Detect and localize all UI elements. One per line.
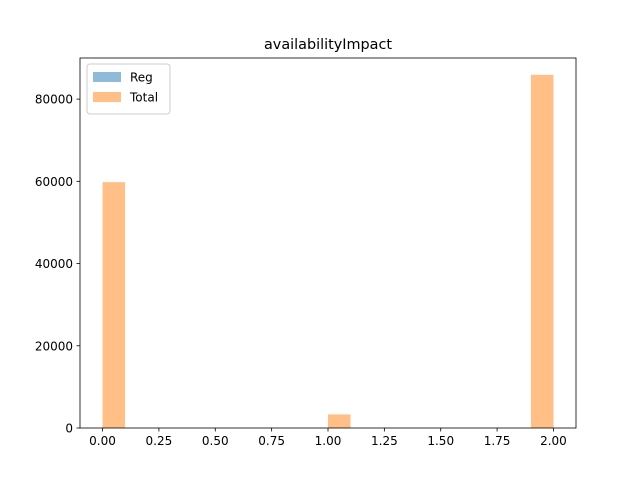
x-tick-label-7: 1.75 (484, 434, 511, 448)
legend-swatch-reg (93, 72, 121, 82)
y-tick-label-2: 40000 (35, 257, 73, 271)
bar-total-0 (102, 182, 126, 428)
y-tick-label-4: 80000 (35, 93, 73, 107)
x-tick-label-1: 0.25 (146, 434, 173, 448)
legend-label-total: Total (129, 91, 158, 105)
bars-layer (102, 74, 554, 428)
axes-layer: 0.00 0.25 0.50 0.75 1.00 1.25 1.50 1.75 2.00 0 200… (35, 57, 577, 448)
x-tick-label-5: 1.25 (371, 434, 398, 448)
y-tick-label-0: 0 (65, 422, 73, 436)
x-tick-label-8: 2.00 (540, 434, 567, 448)
legend-swatch-total (93, 92, 121, 102)
x-tick-label-4: 1.00 (315, 434, 342, 448)
legend-label-reg: Reg (130, 71, 153, 85)
legend: Reg Total (86, 63, 171, 115)
bar-total-1 (328, 414, 351, 428)
bar-total-2 (530, 74, 554, 428)
y-tick-label-3: 60000 (35, 175, 73, 189)
y-tick-label-1: 20000 (35, 339, 73, 353)
chart-title: availabilityImpact (264, 37, 392, 53)
x-tick-label-6: 1.50 (427, 434, 454, 448)
x-tick-label-3: 0.75 (258, 434, 285, 448)
legend-box (86, 63, 171, 115)
x-tick-label-0: 0.00 (89, 434, 116, 448)
x-tick-label-2: 0.50 (202, 434, 229, 448)
